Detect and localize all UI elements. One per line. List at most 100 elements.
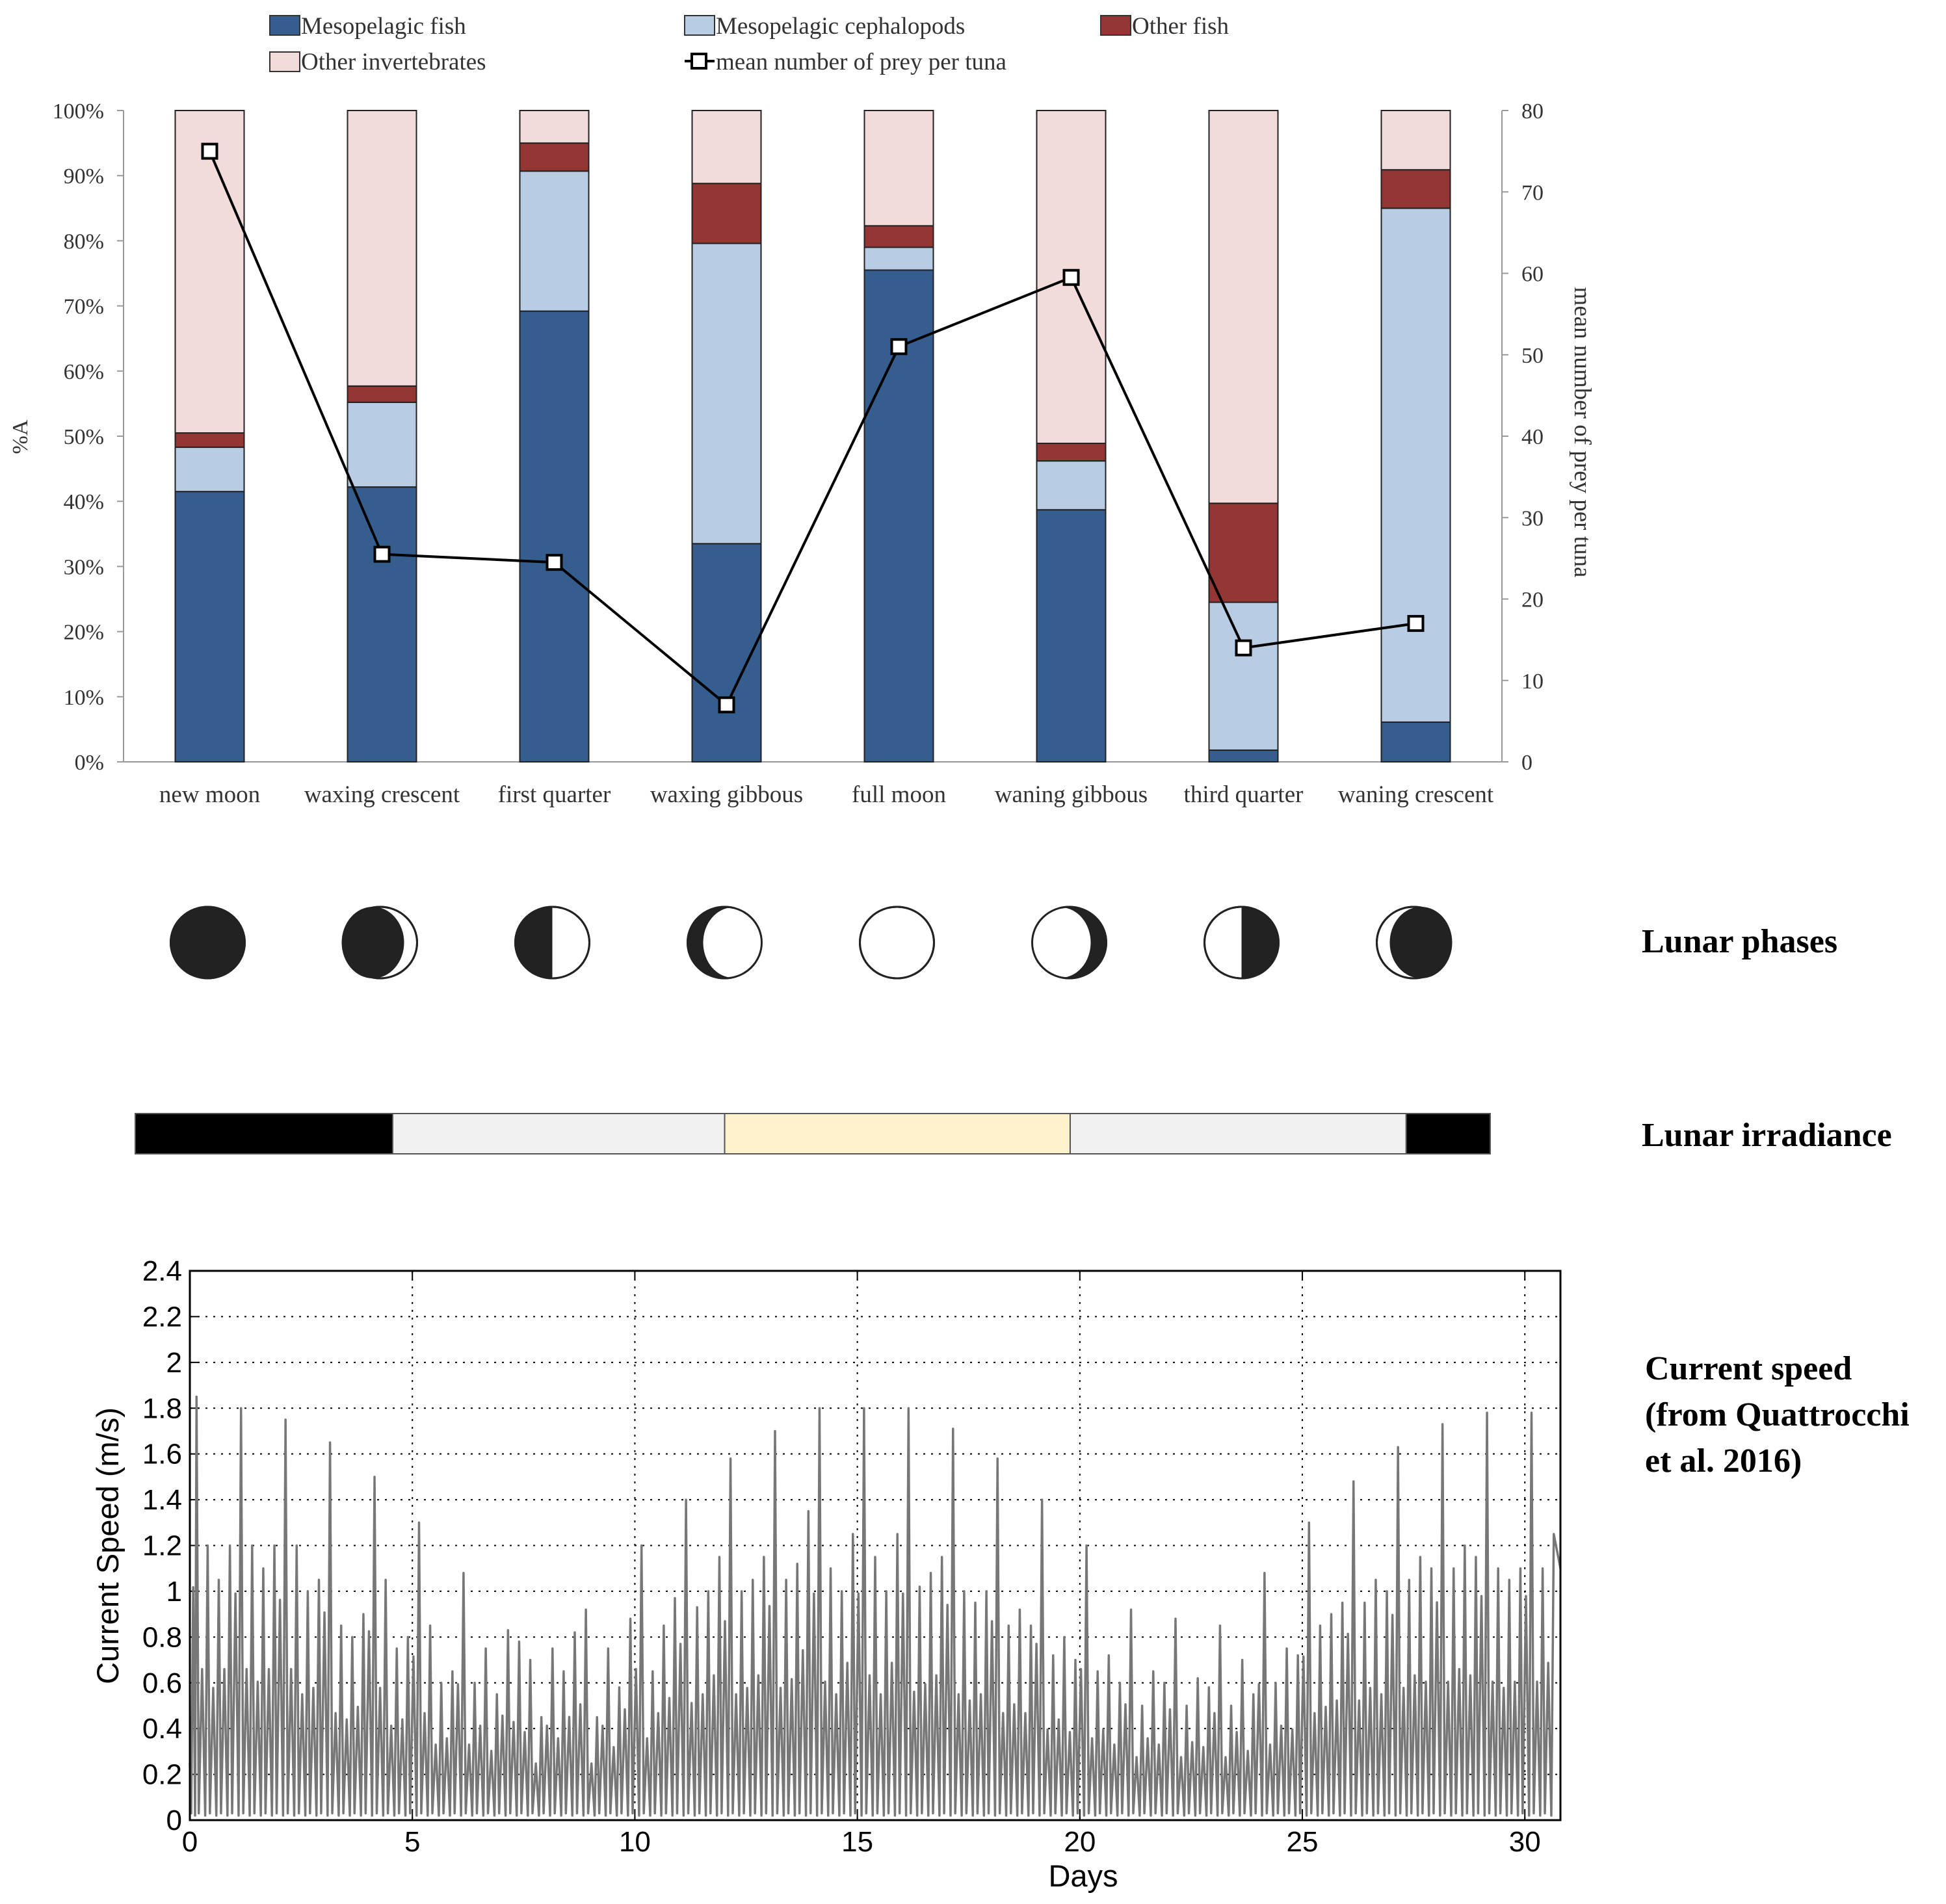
chart1-legend: Mesopelagic fish Mesopelagic cephalopods… bbox=[269, 13, 1229, 75]
category-label-waning-crescent: waning crescent bbox=[1338, 781, 1494, 808]
chart1-right-ticks: 0 10 20 30 40 50 60 70 80 bbox=[1521, 99, 1544, 775]
chart2-x-tick-label: 5 bbox=[404, 1826, 420, 1858]
legend-label-mesopelagic-fish: Mesopelagic fish bbox=[301, 13, 466, 40]
irradiance-segment-intermediate-1 bbox=[391, 1113, 726, 1154]
chart2-x-tick-label: 0 bbox=[182, 1826, 198, 1858]
chart1-bars bbox=[174, 110, 1451, 763]
bar-other-invertebrates-waxing-crescent bbox=[347, 110, 417, 387]
moon-first-quarter-icon bbox=[514, 906, 590, 980]
chart2-annotation: Current speed (from Quattrocchi et al. 2… bbox=[1645, 1350, 1910, 1480]
prey-point-third-quarter bbox=[1235, 639, 1252, 657]
bar-mesopelagic-cephalopods-full-moon bbox=[863, 246, 934, 271]
category-label-third-quarter: third quarter bbox=[1184, 781, 1304, 808]
chart2-y-tick-label: 0.2 bbox=[142, 1759, 182, 1791]
current-speed-line bbox=[189, 1395, 1562, 1817]
chart2-y-tick-label: 2 bbox=[166, 1347, 182, 1379]
chart2-y-tick-label: 0.8 bbox=[142, 1621, 182, 1653]
category-label-new-moon: new moon bbox=[159, 781, 260, 808]
bar-stack-first-quarter bbox=[519, 110, 590, 763]
legend-marker-mean-prey bbox=[690, 53, 707, 70]
bar-stack-full-moon bbox=[863, 110, 934, 763]
chart1-axes bbox=[117, 110, 1508, 763]
annotation-line-2: (from Quattrocchi bbox=[1645, 1396, 1910, 1433]
chart2-y-tick-label: 0.4 bbox=[142, 1713, 182, 1745]
annotation-line-3: et al. 2016) bbox=[1645, 1442, 1802, 1480]
lunar-phases-row: Lunar phases bbox=[170, 906, 1837, 980]
chart2-y-ticks: 0 0.2 0.4 0.6 0.8 1 1.2 1.4 1.6 1.8 2 2.2 2.4 bbox=[142, 1255, 182, 1836]
moon-waxing-crescent-icon bbox=[341, 906, 418, 980]
chart2-y-tick-label: 0.6 bbox=[142, 1667, 182, 1699]
chart1-right-tick-label: 60 bbox=[1521, 263, 1544, 287]
chart1-y2label: mean number of prey per tuna bbox=[1569, 287, 1596, 578]
bar-mesopelagic-cephalopods-waxing-gibbous bbox=[691, 242, 762, 545]
chart1-right-tick-label: 10 bbox=[1521, 670, 1544, 694]
legend-item-mesopelagic-cephalopods: Mesopelagic cephalopods bbox=[684, 13, 965, 40]
legend-swatch-other-invertebrates bbox=[269, 51, 300, 72]
moon-full-moon-icon bbox=[859, 906, 935, 980]
bar-other-invertebrates-full-moon bbox=[863, 110, 934, 227]
chart2-xlabel: Days bbox=[1048, 1858, 1118, 1893]
legend-label-other-fish: Other fish bbox=[1132, 13, 1229, 40]
bar-stack-waning-crescent bbox=[1380, 110, 1451, 763]
chart1-left-ticks: 0% 10% 20% 30% 40% 50% 60% 70% 80% 90% 100% bbox=[53, 99, 104, 775]
category-label-waxing-gibbous: waxing gibbous bbox=[650, 781, 803, 808]
bar-mesopelagic-fish-waxing-crescent bbox=[347, 486, 417, 763]
chart2-y-tick-label: 1.2 bbox=[142, 1530, 182, 1562]
chart1-prey-line bbox=[201, 142, 1425, 714]
category-label-waxing-crescent: waxing crescent bbox=[304, 781, 460, 808]
bar-stack-waxing-gibbous bbox=[691, 110, 762, 763]
chart2-x-tick-label: 15 bbox=[841, 1826, 873, 1858]
chart2-y-tick-label: 1.6 bbox=[142, 1439, 182, 1470]
prey-point-waxing-gibbous bbox=[718, 696, 735, 714]
chart1-left-tick-label: 90% bbox=[64, 164, 104, 189]
bar-mesopelagic-cephalopods-waning-gibbous bbox=[1036, 460, 1107, 511]
chart1: 0% 10% 20% 30% 40% 50% 60% 70% 80% 90% 100% 0 10 20 3… bbox=[8, 99, 1596, 808]
chart1-left-tick-label: 100% bbox=[53, 99, 104, 124]
moon-waning-gibbous-icon bbox=[1031, 906, 1107, 980]
irradiance-segment-dark-4 bbox=[1405, 1113, 1491, 1154]
bar-other-invertebrates-waxing-gibbous bbox=[691, 110, 762, 185]
bar-other-fish-new-moon bbox=[174, 432, 245, 449]
legend-label-other-invertebrates: Other invertebrates bbox=[301, 49, 486, 75]
chart1-ylabel: %A bbox=[8, 419, 33, 454]
bar-mesopelagic-cephalopods-waxing-crescent bbox=[347, 401, 417, 488]
legend-item-other-invertebrates: Other invertebrates bbox=[269, 49, 486, 75]
chart1-category-labels: new moon waxing crescent first quarter waxi… bbox=[159, 781, 1494, 808]
annotation-line-1: Current speed bbox=[1645, 1350, 1852, 1387]
chart2-ylabel: Current Speed (m/s) bbox=[90, 1407, 125, 1684]
bar-other-fish-first-quarter bbox=[519, 142, 590, 172]
chart2-y-tick-label: 0 bbox=[166, 1805, 182, 1836]
chart2-y-tick-label: 2.2 bbox=[142, 1301, 182, 1333]
bar-mesopelagic-fish-third-quarter bbox=[1208, 749, 1279, 763]
chart2-y-tick-label: 2.4 bbox=[142, 1255, 182, 1287]
chart1-right-tick-label: 30 bbox=[1521, 506, 1544, 530]
bar-other-fish-third-quarter bbox=[1208, 502, 1279, 603]
chart1-left-tick-label: 20% bbox=[64, 621, 104, 645]
legend-label-mean-prey: mean number of prey per tuna bbox=[716, 49, 1006, 75]
prey-point-new-moon bbox=[201, 142, 218, 160]
chart2-frame bbox=[189, 1270, 1562, 1821]
bar-mesopelagic-cephalopods-new-moon bbox=[174, 447, 245, 493]
prey-point-full-moon bbox=[890, 338, 908, 356]
bar-mesopelagic-fish-waxing-gibbous bbox=[691, 543, 762, 763]
category-label-first-quarter: first quarter bbox=[498, 781, 611, 808]
lunar-irradiance-label: Lunar irradiance bbox=[1642, 1117, 1892, 1154]
prey-point-waxing-crescent bbox=[373, 545, 391, 563]
bar-mesopelagic-fish-waning-gibbous bbox=[1036, 509, 1107, 763]
chart1-left-tick-label: 80% bbox=[64, 229, 104, 254]
chart2-x-tick-label: 20 bbox=[1064, 1826, 1096, 1858]
legend-swatch-mesopelagic-cephalopods bbox=[684, 15, 715, 36]
category-label-full-moon: full moon bbox=[852, 781, 946, 808]
category-label-waning-gibbous: waning gibbous bbox=[995, 781, 1148, 808]
bar-mesopelagic-fish-first-quarter bbox=[519, 310, 590, 763]
chart1-left-tick-label: 50% bbox=[64, 425, 104, 449]
chart1-right-tick-label: 50 bbox=[1521, 344, 1544, 368]
bar-mesopelagic-fish-waning-crescent bbox=[1380, 721, 1451, 763]
bar-mesopelagic-cephalopods-third-quarter bbox=[1208, 601, 1279, 751]
chart1-left-tick-label: 30% bbox=[64, 555, 104, 579]
moon-waxing-gibbous-icon bbox=[687, 906, 763, 980]
chart1-left-tick-label: 0% bbox=[75, 751, 104, 775]
legend-item-other-fish: Other fish bbox=[1100, 13, 1229, 40]
irradiance-segment-dark-0 bbox=[135, 1113, 393, 1154]
chart1-right-tick-label: 0 bbox=[1521, 751, 1532, 775]
